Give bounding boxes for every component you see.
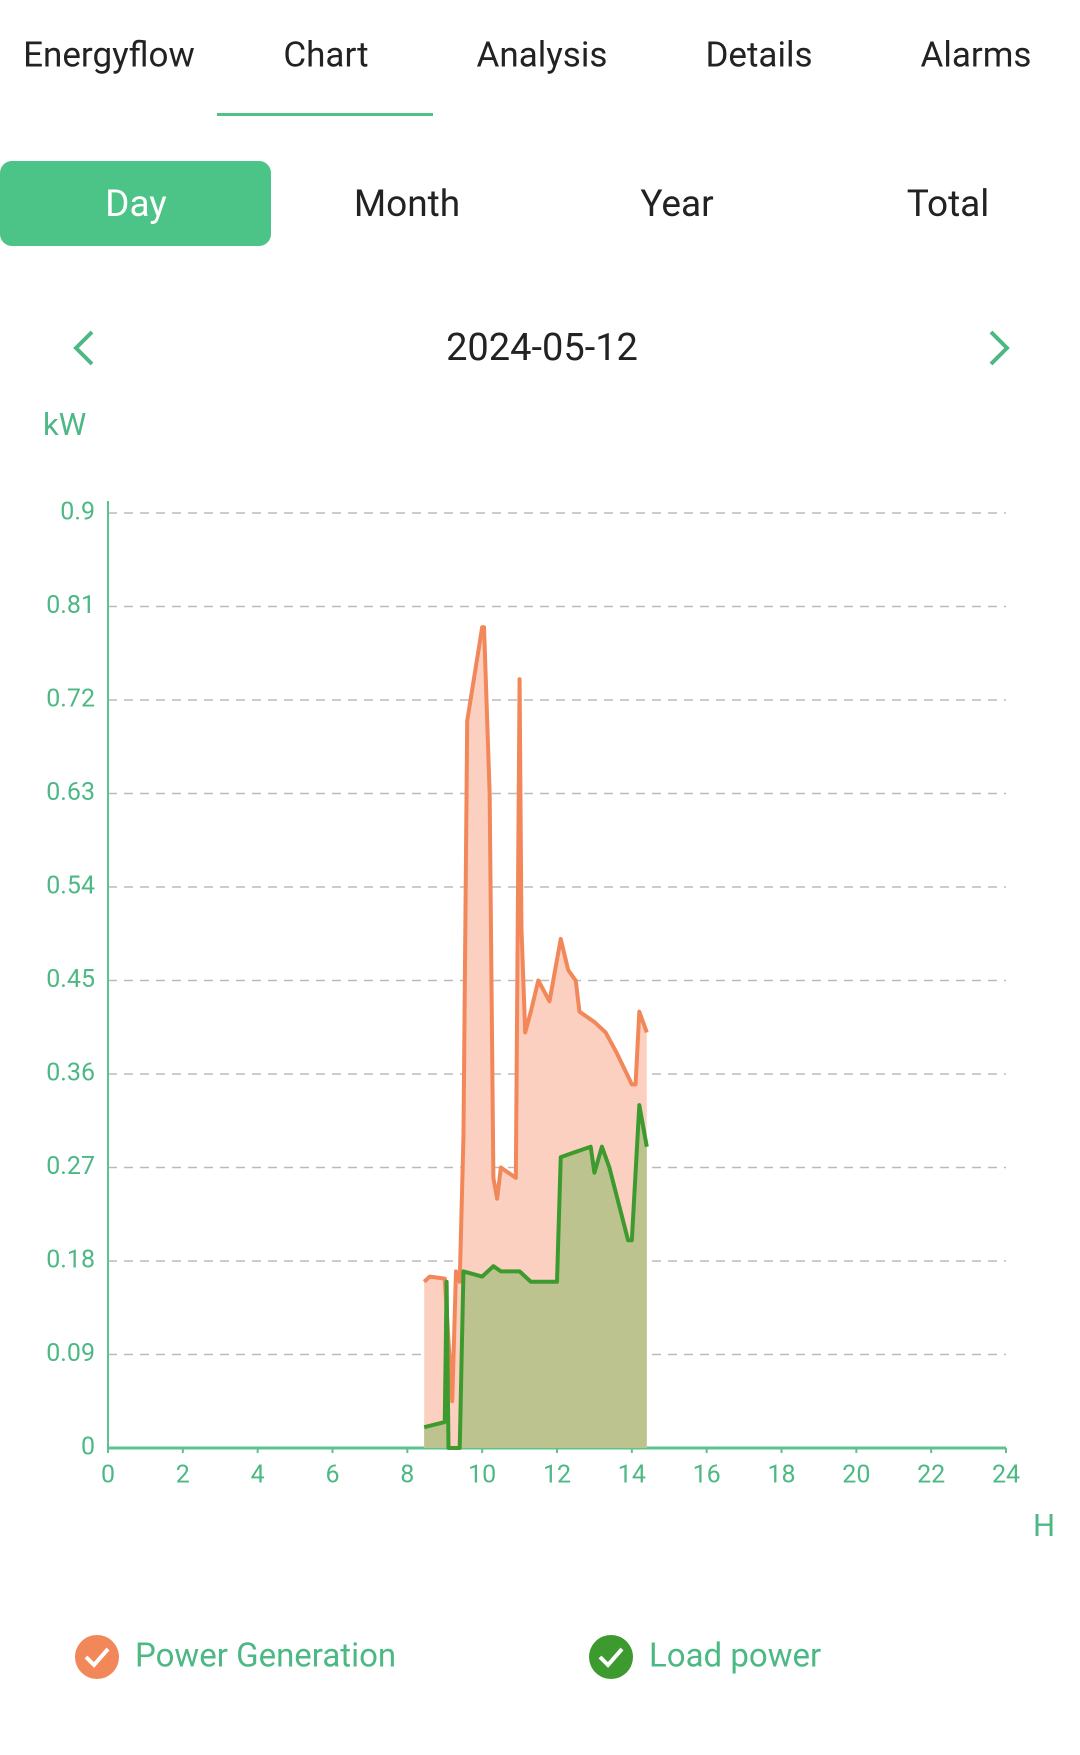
y-unit: kW (43, 406, 86, 443)
x-tick-label: 20 (842, 1461, 870, 1490)
x-tick-label: 12 (543, 1461, 571, 1490)
x-tick-label: 8 (400, 1461, 414, 1490)
y-tick-label: 0.27 (46, 1152, 95, 1181)
line (422, 625, 649, 1404)
tab-underline (217, 113, 433, 116)
y-tick-label: 0.18 (46, 1246, 95, 1275)
y-tick-label: 0.36 (46, 1059, 95, 1088)
y-tick-label: 0.45 (46, 965, 95, 994)
tab[interactable]: Details (705, 34, 812, 75)
x-tick-label: 4 (251, 1461, 265, 1490)
x-tick-label: 6 (325, 1461, 339, 1490)
period-tab[interactable]: Year (640, 183, 713, 226)
tab[interactable]: Chart (283, 34, 368, 75)
legend-check (598, 1647, 624, 1668)
next-date[interactable] (989, 330, 1010, 366)
x-tick-label: 24 (992, 1461, 1020, 1490)
area (424, 1105, 647, 1448)
x-tick-label: 14 (618, 1461, 646, 1490)
tab[interactable]: Analysis (477, 34, 608, 75)
period-tab[interactable]: Total (907, 183, 990, 226)
legend-icon[interactable] (589, 1635, 633, 1679)
y-tick-label: 0.09 (46, 1339, 95, 1368)
y-tick-label: 0.81 (46, 591, 95, 620)
y-tick-label: 0.72 (46, 685, 95, 714)
legend-label[interactable]: Load power (649, 1637, 821, 1676)
date: 2024-05-12 (446, 326, 638, 370)
period-tab[interactable]: Day (105, 183, 167, 226)
x-tick-label: 18 (767, 1461, 795, 1490)
x-tick-label: 2 (176, 1461, 190, 1490)
y-tick-label: 0.9 (60, 498, 95, 527)
tab[interactable]: Alarms (921, 34, 1032, 75)
x-tick-label: 0 (101, 1461, 115, 1490)
x-tick-label: 10 (468, 1461, 496, 1490)
prev-date[interactable] (73, 330, 94, 366)
y-tick-label: 0 (81, 1433, 95, 1462)
legend-label[interactable]: Power Generation (135, 1637, 396, 1676)
period-tab[interactable]: Month (354, 183, 460, 226)
y-tick-label: 0.54 (46, 872, 95, 901)
x-tick-label: 16 (693, 1461, 721, 1490)
line (423, 1103, 649, 1450)
legend-check (84, 1647, 110, 1668)
active-period-bg (0, 161, 271, 246)
x-unit: H (1033, 1507, 1055, 1544)
y-tick-label: 0.63 (46, 778, 95, 807)
x-tick-label: 22 (917, 1461, 945, 1490)
tab[interactable]: Energyflow (23, 34, 195, 75)
legend-icon[interactable] (75, 1635, 119, 1679)
